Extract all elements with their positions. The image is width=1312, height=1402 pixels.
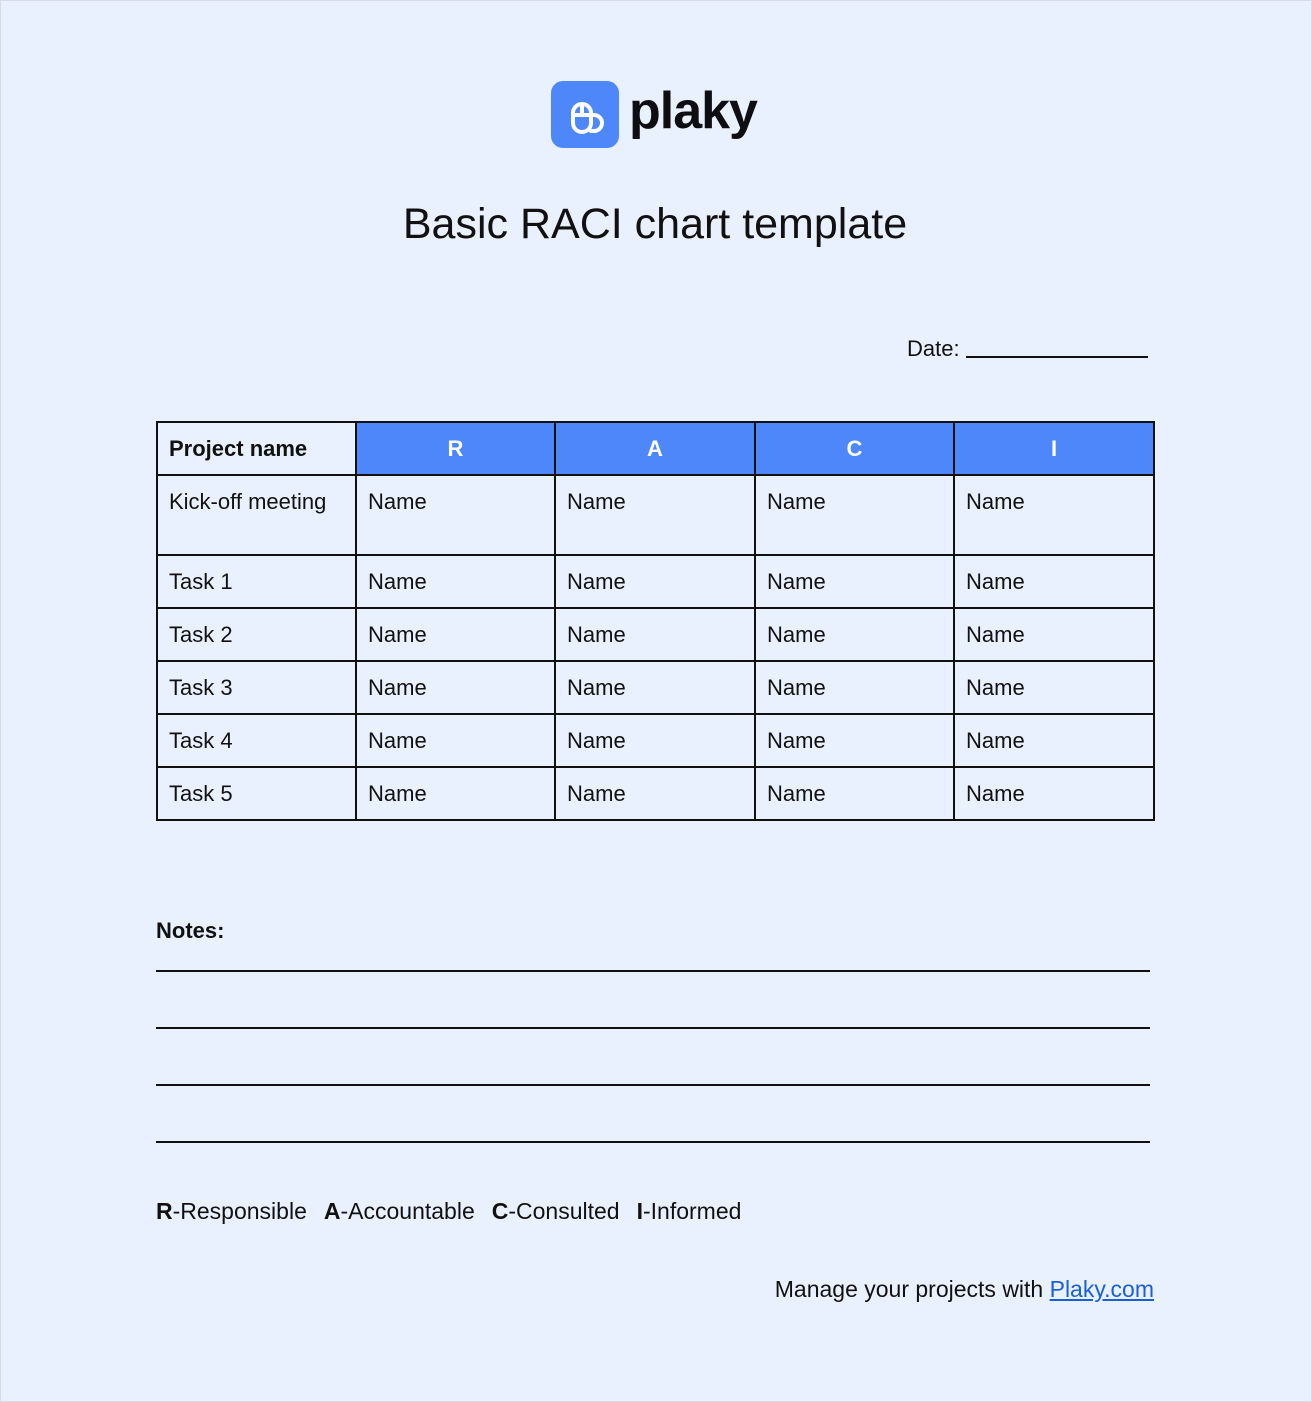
plaky-logo: plaky	[551, 81, 758, 148]
name-cell[interactable]: Name	[554, 607, 756, 662]
notes-line[interactable]	[156, 970, 1150, 972]
legend-letter: I	[636, 1198, 643, 1224]
plaky-logo-icon	[551, 81, 619, 148]
legend-item: C-Consulted	[492, 1198, 620, 1224]
plaky-link[interactable]: Plaky.com	[1049, 1276, 1154, 1302]
footer-text: Manage your projects with	[774, 1276, 1050, 1302]
task-cell[interactable]: Task 2	[156, 607, 357, 662]
table-row: Task 4 Name Name Name Name	[156, 713, 1155, 768]
name-cell[interactable]: Name	[355, 766, 556, 821]
logo-wordmark: plaky	[629, 81, 758, 140]
name-cell[interactable]: Name	[754, 660, 955, 715]
name-cell[interactable]: Name	[355, 474, 556, 556]
task-cell[interactable]: Task 1	[156, 554, 357, 609]
name-cell[interactable]: Name	[953, 660, 1155, 715]
name-cell[interactable]: Name	[953, 607, 1155, 662]
date-label: Date:	[907, 336, 960, 361]
task-cell[interactable]: Task 4	[156, 713, 357, 768]
legend-item: I-Informed	[637, 1198, 742, 1224]
name-cell[interactable]: Name	[554, 766, 756, 821]
name-cell[interactable]: Name	[355, 713, 556, 768]
legend-text: -Consulted	[508, 1198, 620, 1224]
date-field[interactable]: Date:	[907, 336, 1148, 362]
name-cell[interactable]: Name	[554, 474, 756, 556]
legend-text: -Informed	[643, 1198, 742, 1224]
raci-legend: R-Responsible A-Accountable C-Consulted I-I…	[156, 1198, 758, 1225]
legend-text: -Accountable	[340, 1198, 475, 1224]
raci-table: Project name R A C I Kick-off meeting Name Nam…	[156, 421, 1155, 821]
legend-item: R-Responsible	[156, 1198, 307, 1224]
table-row: Task 1 Name Name Name Name	[156, 554, 1155, 609]
column-header: R	[355, 421, 556, 476]
task-cell[interactable]: Task 3	[156, 660, 357, 715]
name-cell[interactable]: Name	[554, 713, 756, 768]
name-cell[interactable]: Name	[554, 660, 756, 715]
column-header: A	[554, 421, 756, 476]
name-cell[interactable]: Name	[754, 474, 955, 556]
name-cell[interactable]: Name	[554, 554, 756, 609]
name-cell[interactable]: Name	[953, 766, 1155, 821]
table-row: Task 5 Name Name Name Name	[156, 766, 1155, 821]
name-cell[interactable]: Name	[754, 713, 955, 768]
name-cell[interactable]: Name	[355, 554, 556, 609]
name-cell[interactable]: Name	[953, 713, 1155, 768]
notes-line[interactable]	[156, 1027, 1150, 1029]
name-cell[interactable]: Name	[754, 554, 955, 609]
table-row: Kick-off meeting Name Name Name Name	[156, 474, 1155, 556]
notes-line[interactable]	[156, 1084, 1150, 1086]
page-title: Basic RACI chart template	[402, 200, 908, 248]
table-row: Task 2 Name Name Name Name	[156, 607, 1155, 662]
column-header: I	[953, 421, 1155, 476]
name-cell[interactable]: Name	[953, 474, 1155, 556]
notes-label: Notes:	[156, 918, 225, 943]
name-cell[interactable]: Name	[355, 660, 556, 715]
footer: Manage your projects with Plaky.com	[775, 1276, 1154, 1303]
legend-letter: A	[323, 1198, 341, 1224]
column-header: Project name	[156, 421, 357, 476]
task-cell[interactable]: Task 5	[156, 766, 357, 821]
notes-line[interactable]	[156, 1141, 1150, 1143]
task-cell[interactable]: Kick-off meeting	[156, 474, 357, 556]
legend-letter: C	[491, 1198, 509, 1224]
name-cell[interactable]: Name	[953, 554, 1155, 609]
legend-text: -Responsible	[172, 1198, 307, 1224]
legend-letter: R	[156, 1198, 173, 1224]
table-row: Task 3 Name Name Name Name	[156, 660, 1155, 715]
name-cell[interactable]: Name	[754, 607, 955, 662]
name-cell[interactable]: Name	[355, 607, 556, 662]
name-cell[interactable]: Name	[754, 766, 955, 821]
legend-item: A-Accountable	[324, 1198, 475, 1224]
column-header: C	[754, 421, 955, 476]
date-line	[965, 356, 1148, 358]
